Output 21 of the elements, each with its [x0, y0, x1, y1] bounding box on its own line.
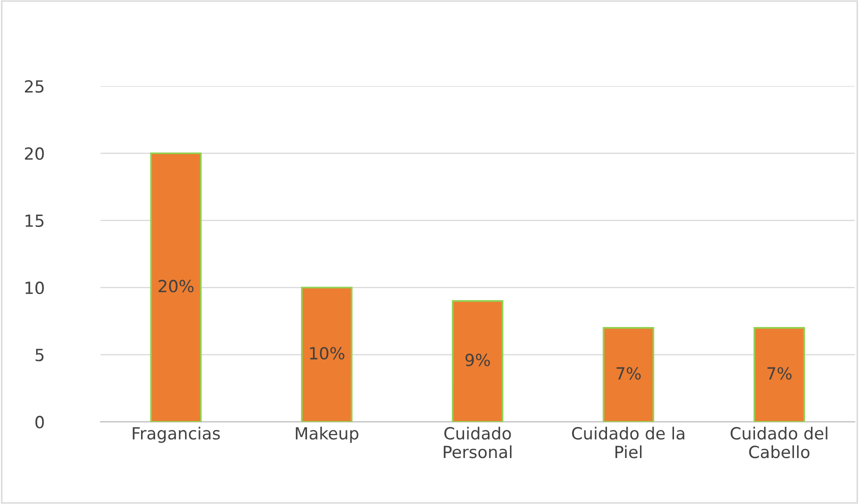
y-tick-label: 15 [26, 214, 44, 228]
data-label: 7% [767, 367, 792, 380]
data-label: 10% [310, 346, 344, 360]
data-label: 9% [465, 354, 490, 366]
bar [150, 152, 202, 422]
y-tick-label: 25 [24, 80, 44, 93]
y-tick-label: 5 [36, 348, 44, 362]
bar [754, 327, 806, 422]
x-tick-label: Makeup [296, 426, 358, 443]
x-tick-label: Cuidado del Cabello [730, 426, 828, 458]
x-tick-label: Cuidado Personal [444, 426, 512, 458]
y-tick-label: 20 [24, 147, 44, 160]
data-label: 7% [616, 367, 641, 380]
bar [602, 327, 654, 422]
x-tick-label: Fragancias [132, 426, 220, 443]
x-tick-label: Cuidado de la Piel [572, 426, 684, 458]
data-label: 20% [158, 280, 194, 292]
y-tick-label: 0 [35, 416, 44, 428]
bar [452, 300, 504, 422]
bar [301, 286, 352, 422]
y-tick-label: 10 [26, 282, 44, 294]
